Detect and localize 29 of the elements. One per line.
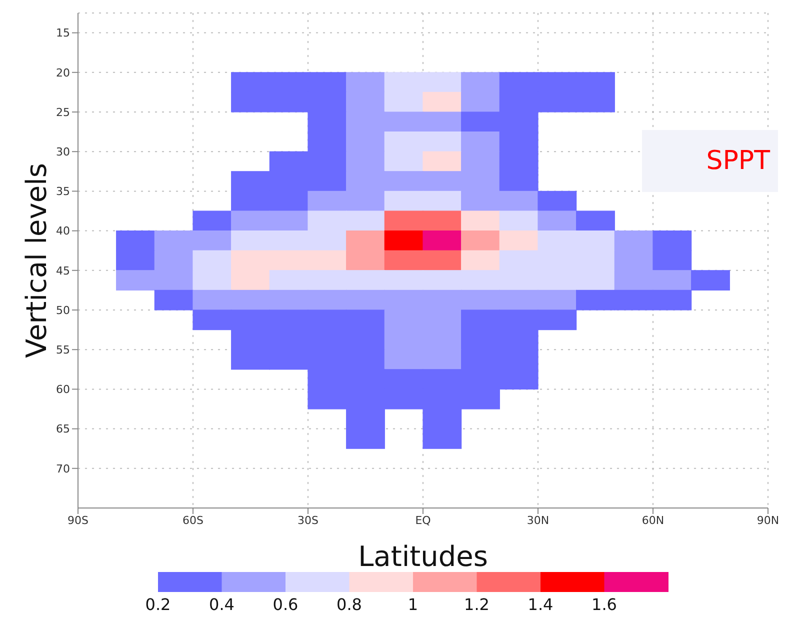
y-tick-label: 45 — [56, 264, 70, 278]
color-bar-label: 1.6 — [592, 595, 617, 614]
color-bar-label: 0.4 — [209, 595, 234, 614]
x-tick-label: 30N — [526, 514, 550, 527]
y-tick-label: 70 — [56, 462, 70, 476]
color-bar-label: 0.8 — [336, 595, 362, 614]
y-tick-label: 30 — [56, 146, 70, 159]
y-tick-label: 65 — [56, 422, 70, 436]
x-tick-label: 60N — [642, 514, 664, 527]
y-tick-label: 35 — [56, 185, 70, 198]
y-tick-label: 55 — [56, 344, 70, 357]
x-tick-label: 60S — [182, 514, 204, 527]
y-tick-label: 50 — [56, 304, 70, 317]
y-tick-label: 25 — [56, 106, 70, 119]
y-tick-label: 40 — [56, 224, 70, 238]
y-tick-label: 60 — [56, 383, 70, 396]
color-bar-label: 1.2 — [464, 595, 490, 614]
annotation: SPPT — [642, 130, 778, 192]
y-tick-label: 15 — [56, 26, 70, 40]
x-tick-label: 90N — [756, 514, 780, 527]
color-bar-label: 0.6 — [272, 595, 298, 614]
color-bar-label: 1.4 — [528, 595, 554, 614]
x-tick-label: 30S — [298, 514, 319, 527]
y-tick-label: 20 — [56, 66, 70, 80]
y-axis-title: Vertical levels — [20, 163, 53, 358]
color-bar-label: 1 — [408, 595, 418, 614]
x-tick-label: 90S — [68, 514, 89, 527]
color-bar-label: 0.2 — [145, 595, 171, 614]
x-tick-label: EQ — [415, 514, 432, 527]
